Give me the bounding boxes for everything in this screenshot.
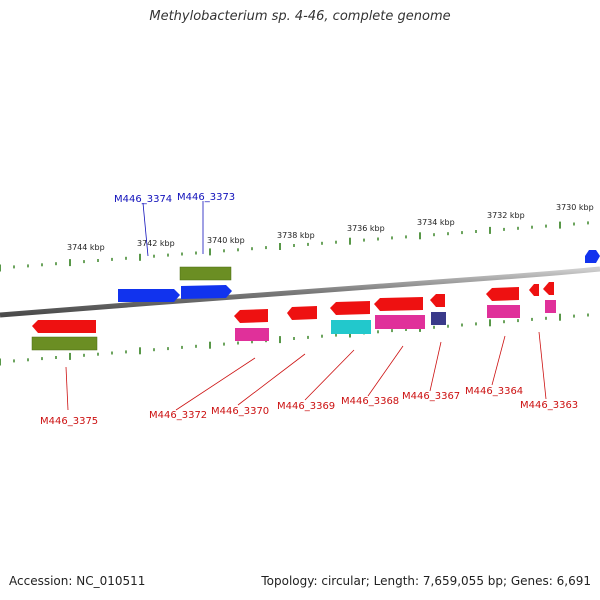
- genome-backbone: [0, 266, 600, 318]
- gene-red-small-1[interactable]: [529, 284, 539, 296]
- top-scale-ticks: [0, 221, 589, 272]
- scale-label-3742: 3742 kbp: [137, 239, 175, 248]
- gene-M446-3363-pink[interactable]: [545, 300, 556, 313]
- gene-M446-3370[interactable]: [287, 306, 317, 320]
- map-title: Methylobacterium sp. 4-46, complete geno…: [149, 9, 451, 24]
- label-M446-3363[interactable]: M446_3363: [520, 400, 578, 411]
- gene-leader-lines: [65, 201, 547, 411]
- gene-M446-3369[interactable]: [330, 301, 370, 315]
- scale-label-3740: 3740 kbp: [207, 236, 245, 245]
- label-M446-3375[interactable]: M446_3375: [40, 416, 98, 427]
- gene-M446-3374[interactable]: [118, 289, 180, 302]
- gene-M446-3367[interactable]: [430, 294, 445, 307]
- label-M446-3369[interactable]: M446_3369: [277, 401, 335, 412]
- gene-M446-3368-pink[interactable]: [375, 315, 425, 329]
- gene-M446-3369-cyan[interactable]: [331, 320, 371, 334]
- gene-olive-top[interactable]: [179, 266, 232, 281]
- scale-label-3730: 3730 kbp: [556, 203, 594, 212]
- label-M446-3372[interactable]: M446_3372: [149, 410, 207, 421]
- accession-text: Accession: NC_010511: [9, 574, 146, 588]
- label-M446-3373[interactable]: M446_3373: [177, 192, 235, 203]
- gene-M446-3372[interactable]: [234, 309, 268, 323]
- label-M446-3364[interactable]: M446_3364: [465, 386, 523, 397]
- scale-label-3734: 3734 kbp: [417, 218, 455, 227]
- gene-M446-3363[interactable]: [543, 282, 554, 295]
- gene-M446-3368[interactable]: [374, 297, 423, 311]
- gene-olive-bottom[interactable]: [31, 336, 98, 351]
- label-M446-3374[interactable]: M446_3374: [114, 194, 172, 205]
- gene-M446-3375[interactable]: [32, 320, 96, 333]
- gene-M446-3364-pink[interactable]: [487, 305, 520, 318]
- label-M446-3368[interactable]: M446_3368: [341, 396, 399, 407]
- label-M446-3367[interactable]: M446_3367: [402, 391, 460, 402]
- scale-label-3736: 3736 kbp: [347, 224, 385, 233]
- scale-label-3744: 3744 kbp: [67, 243, 105, 252]
- scale-label-3738: 3738 kbp: [277, 231, 315, 240]
- gene-M446-3367-navy[interactable]: [431, 312, 446, 325]
- genome-summary-text: Topology: circular; Length: 7,659,055 bp…: [261, 574, 591, 588]
- gene-M446-3373[interactable]: [181, 285, 232, 299]
- label-M446-3370[interactable]: M446_3370: [211, 406, 269, 417]
- gene-blue-right-edge[interactable]: [585, 250, 600, 263]
- gene-M446-3364[interactable]: [486, 287, 519, 301]
- scale-label-3732: 3732 kbp: [487, 211, 525, 220]
- gene-M446-3372-pink[interactable]: [235, 328, 269, 341]
